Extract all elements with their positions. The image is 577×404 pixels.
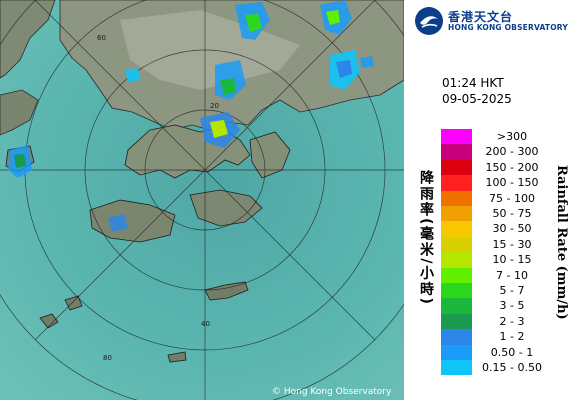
legend-label: >300 bbox=[496, 130, 528, 143]
map-copyright: © Hong Kong Observatory bbox=[272, 387, 392, 397]
legend-swatch bbox=[441, 344, 472, 360]
legend-swatch bbox=[441, 159, 472, 176]
land-island-south-2 bbox=[39, 313, 59, 329]
legend-swatch bbox=[441, 236, 472, 253]
legend-swatch bbox=[441, 283, 472, 299]
legend-swatch bbox=[441, 190, 472, 206]
land-island-south-4 bbox=[167, 351, 187, 363]
radar-map-svg: 20 40 60 80 © Hong Kong Observatory bbox=[0, 0, 446, 404]
range-label-60: 60 bbox=[97, 34, 106, 42]
brand-name-zh: 香港天文台 bbox=[448, 10, 514, 24]
legend-label: 75 - 100 bbox=[489, 191, 535, 205]
legend-label: 0.15 - 0.50 bbox=[482, 361, 542, 374]
legend-label: 30 - 50 bbox=[492, 222, 532, 236]
legend-swatch bbox=[441, 144, 472, 160]
legend-label: 5 - 7 bbox=[499, 284, 525, 297]
legend-label: 100 - 150 bbox=[485, 176, 539, 190]
legend-label: 50 - 75 bbox=[492, 207, 532, 220]
legend-title-zh: 降雨率(毫米/小時) bbox=[418, 170, 434, 306]
legend-swatch bbox=[441, 175, 472, 191]
observation-date: 09-05-2025 bbox=[442, 92, 512, 106]
land-hk-island bbox=[189, 189, 263, 227]
observation-time: 01:24 HKT bbox=[442, 76, 504, 90]
legend-swatch bbox=[441, 129, 472, 145]
legend-swatch bbox=[441, 206, 472, 222]
legend-label: 7 - 10 bbox=[496, 268, 528, 282]
legend-swatch bbox=[441, 360, 472, 376]
land-northwest bbox=[0, 0, 56, 79]
info-panel: 香港天文台 HONG KONG OBSERVATORY 01:24 HKT 09… bbox=[404, 0, 577, 400]
radar-echoes bbox=[8, 0, 374, 232]
legend-label: 1 - 2 bbox=[499, 330, 525, 344]
hko-logo-icon bbox=[415, 7, 443, 35]
legend-swatch bbox=[441, 252, 472, 268]
legend-swatch bbox=[441, 313, 472, 330]
hko-logo: 香港天文台 HONG KONG OBSERVATORY bbox=[414, 6, 574, 36]
range-label-20: 20 bbox=[210, 102, 219, 110]
range-label-80: 80 bbox=[103, 354, 112, 362]
legend-swatch bbox=[441, 329, 472, 345]
land-lantau bbox=[89, 199, 176, 243]
legend-label: 2 - 3 bbox=[499, 314, 525, 328]
range-label-40: 40 bbox=[201, 320, 210, 328]
legend-swatch bbox=[441, 221, 472, 237]
legend-label: 150 - 200 bbox=[485, 160, 539, 174]
radar-map: 20 40 60 80 © Hong Kong Observatory bbox=[0, 0, 446, 404]
legend-label: 15 - 30 bbox=[492, 237, 532, 251]
legend-title-en: Rainfall Rate (mm/h) bbox=[554, 165, 569, 320]
legend-label: 0.50 - 1 bbox=[490, 345, 534, 359]
range-ring-labels: 20 40 60 80 bbox=[97, 34, 219, 362]
land-west bbox=[0, 89, 39, 136]
legend-label: 3 - 5 bbox=[499, 299, 525, 313]
legend-swatch bbox=[441, 298, 472, 314]
brand-name-en: HONG KONG OBSERVATORY bbox=[448, 23, 568, 32]
legend-label: 10 - 15 bbox=[492, 253, 532, 267]
legend-swatch bbox=[441, 267, 472, 283]
legend-label: 200 - 300 bbox=[485, 145, 539, 159]
land-island-south-1 bbox=[204, 281, 249, 301]
